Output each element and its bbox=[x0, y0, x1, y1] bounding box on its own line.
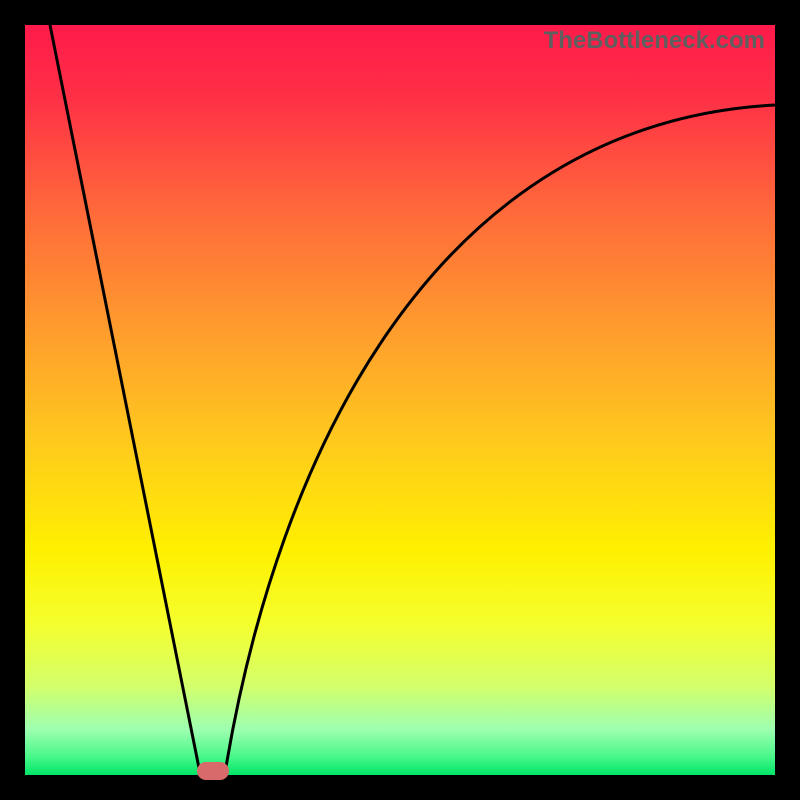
right-branch-curve bbox=[225, 105, 775, 773]
chart-svg bbox=[25, 25, 775, 775]
left-branch-line bbox=[50, 25, 200, 773]
watermark-text: TheBottleneck.com bbox=[544, 27, 765, 55]
chart-frame: TheBottleneck.com bbox=[0, 0, 800, 800]
minimum-marker bbox=[197, 762, 229, 780]
plot-area bbox=[25, 25, 775, 775]
